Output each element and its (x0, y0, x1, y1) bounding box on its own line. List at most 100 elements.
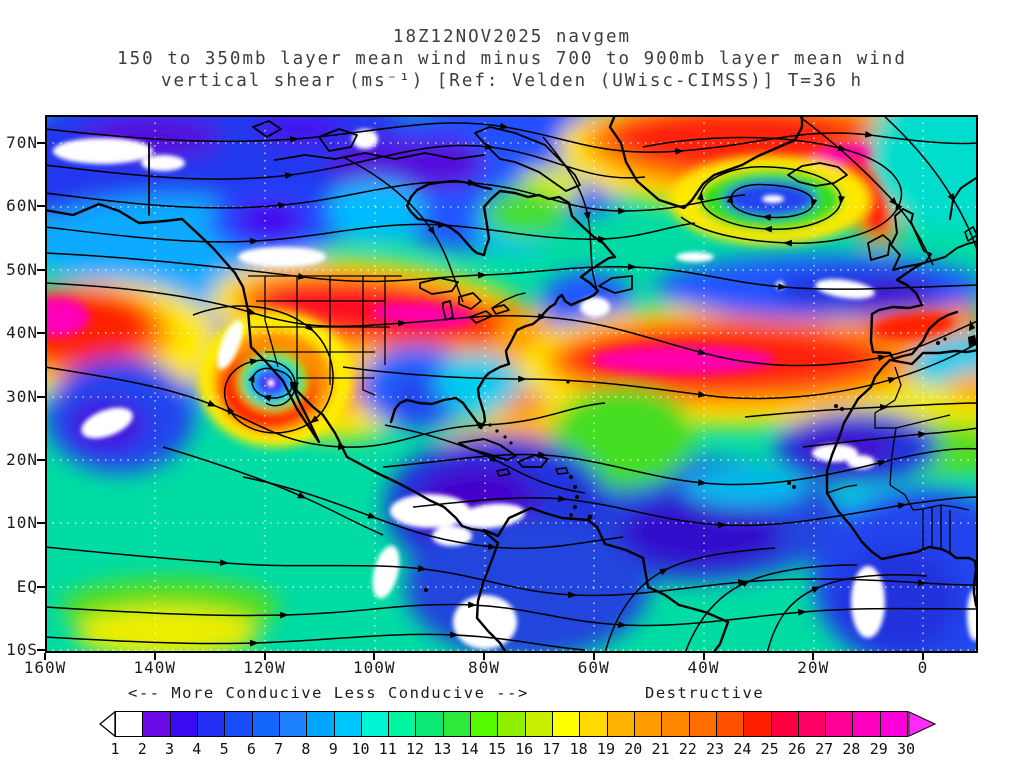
colorbar-box (634, 712, 662, 736)
lat-tick-label: 40N (6, 323, 38, 343)
colorbar-tick-label: 16 (515, 740, 534, 758)
colorbar-right-arrow (908, 711, 936, 737)
colorbar-box (389, 712, 416, 736)
colorbar-box (880, 712, 908, 736)
title-line-3: vertical shear (ms⁻¹) [Ref: Velden (UWis… (160, 71, 863, 91)
colorbar-box (853, 712, 880, 736)
colorbar-box (225, 712, 252, 736)
colorbar-tick-label: 30 (896, 740, 916, 758)
map-border (45, 115, 978, 653)
colorbar-tick-label: 25 (760, 740, 779, 758)
lat-tick-label: 20N (6, 449, 38, 469)
lon-tick-mark (373, 653, 376, 660)
colorbar-boxes (115, 711, 908, 737)
colorbar-tick-label: 4 (192, 740, 202, 758)
lat-tick-mark (37, 268, 45, 271)
colorbar-tick-label: 18 (569, 740, 588, 758)
colorbar-tick-label: 1 (110, 740, 120, 758)
colorbar-tick-label: 8 (301, 740, 311, 758)
colorbar-box (744, 712, 771, 736)
colorbar-left-arrow (99, 711, 116, 737)
title-line-1: 18Z12NOV2025 navgem (392, 27, 632, 47)
lat-tick-label: 10N (6, 513, 38, 533)
colorbar-box (826, 712, 853, 736)
colorbar-tick-label: 21 (651, 740, 670, 758)
colorbar-box (416, 712, 443, 736)
lon-tick-mark (592, 653, 595, 660)
lon-tick-mark (483, 653, 485, 660)
colorbar-tick-label: 20 (624, 740, 643, 758)
colorbar-tick-label: 6 (246, 740, 256, 758)
lon-tick-label: 100W (352, 658, 396, 677)
lon-tick-mark (153, 653, 156, 660)
lat-tick-mark (37, 142, 45, 144)
left-arrow-shape (99, 711, 116, 737)
colorbar-tick-label: 15 (487, 740, 506, 758)
shear-map (45, 115, 978, 653)
colorbar-tick-label: 5 (219, 740, 229, 758)
colorbar-tick-label: 22 (678, 740, 697, 758)
colorbar-box (553, 712, 580, 736)
lat-tick-label: 70N (6, 133, 38, 152)
colorbar-tick-label: 29 (869, 740, 888, 758)
lat-tick-mark (37, 585, 45, 588)
plot-titles: 18Z12NOV2025 navgem 150 to 350mb layer m… (0, 26, 1024, 92)
colorbar-tick-label: 9 (328, 740, 338, 758)
lat-tick-mark (37, 205, 45, 208)
colorbar-box (471, 712, 498, 736)
colorbar-ticks: 1 2 3 4 5 6 7 8 9 10 11 12 13 14 15 16 17 18 19 20 21 22 23 24 2… (110, 740, 915, 758)
lon-tick-mark (922, 653, 924, 660)
colorbar-tick-label: 26 (787, 740, 806, 758)
lat-tick-label: 50N (6, 259, 38, 279)
lon-tick-label: 40W (687, 658, 720, 677)
colorbar-box (361, 712, 389, 736)
colorbar-box (334, 712, 361, 736)
colorbar-tick-label: 3 (165, 740, 175, 758)
colorbar-box (525, 712, 552, 736)
title-line-2: 150 to 350mb layer mean wind minus 700 t… (117, 49, 907, 69)
lon-tick-mark (702, 653, 705, 660)
colorbar-box (307, 712, 334, 736)
legend-conducive-label: <-- More Conducive Less Conducive --> (128, 684, 529, 702)
lon-tick-label: 80W (468, 658, 500, 677)
streamlines (45, 115, 978, 653)
colorbar-tick-label: 28 (842, 740, 861, 758)
right-arrow-shape (908, 711, 936, 737)
colorbar-tick-label: 2 (137, 740, 147, 758)
lat-tick-label: 30N (6, 386, 38, 406)
colorbar-tick-label: 19 (596, 740, 615, 758)
colorbar-box (443, 712, 471, 736)
lat-tick-label: EQ (16, 576, 38, 596)
colorbar-box (279, 712, 307, 736)
lat-tick-mark (37, 522, 45, 525)
colorbar-tick-label: 7 (274, 740, 284, 758)
lon-tick-label: 120W (243, 658, 286, 677)
lon-tick-label: 140W (133, 658, 177, 677)
colorbar-tick-label: 27 (815, 740, 834, 758)
colorbar-tick-label: 23 (706, 740, 725, 758)
colorbar-box (798, 712, 826, 736)
lat-tick-mark (37, 332, 45, 335)
colorbar-box (116, 712, 143, 736)
lon-tick-label: 160W (23, 658, 67, 677)
colorbar-box (143, 712, 170, 736)
colorbar-box (580, 712, 607, 736)
colorbar-box (716, 712, 744, 736)
lat-tick-label: 10S (6, 640, 38, 659)
colorbar-tick-label: 17 (542, 740, 561, 758)
legend-destructive-label: Destructive (645, 684, 765, 702)
colorbar-box (498, 712, 525, 736)
colorbar-tick-label: 13 (433, 740, 452, 758)
colorbar-box (689, 712, 716, 736)
lon-tick-label: 0 (917, 658, 929, 677)
colorbar-tick-label: 14 (460, 740, 479, 758)
lat-tick-mark (37, 458, 45, 461)
lon-tick-mark (263, 653, 266, 660)
colorbar-tick-label: 11 (378, 740, 397, 758)
colorbar-box (771, 712, 798, 736)
colorbar-box (252, 712, 279, 736)
colorbar-tick-label: 12 (406, 740, 425, 758)
lon-tick-mark (812, 653, 815, 660)
lon-tick-label: 20W (797, 658, 830, 677)
